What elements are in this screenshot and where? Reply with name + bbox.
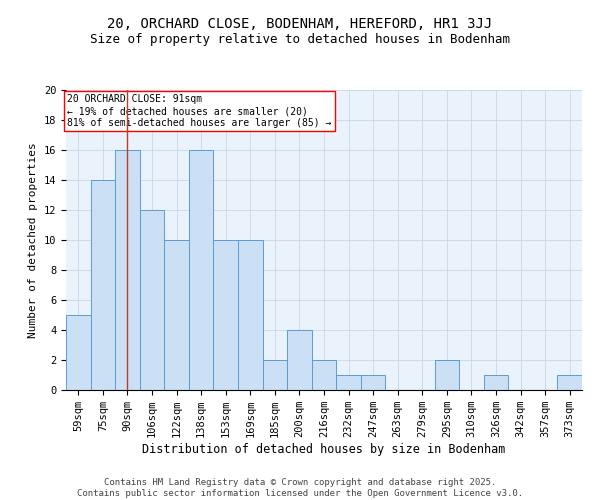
Bar xyxy=(361,375,385,390)
Bar xyxy=(263,360,287,390)
Text: 20 ORCHARD CLOSE: 91sqm
← 19% of detached houses are smaller (20)
81% of semi-de: 20 ORCHARD CLOSE: 91sqm ← 19% of detache… xyxy=(67,94,332,128)
Bar xyxy=(312,360,336,390)
Bar xyxy=(287,330,312,390)
Text: Contains HM Land Registry data © Crown copyright and database right 2025.
Contai: Contains HM Land Registry data © Crown c… xyxy=(77,478,523,498)
Bar xyxy=(91,180,115,390)
X-axis label: Distribution of detached houses by size in Bodenham: Distribution of detached houses by size … xyxy=(142,443,506,456)
Bar xyxy=(66,315,91,390)
Bar xyxy=(214,240,238,390)
Bar xyxy=(484,375,508,390)
Bar xyxy=(336,375,361,390)
Bar xyxy=(140,210,164,390)
Bar xyxy=(115,150,140,390)
Text: Size of property relative to detached houses in Bodenham: Size of property relative to detached ho… xyxy=(90,32,510,46)
Bar xyxy=(238,240,263,390)
Bar xyxy=(557,375,582,390)
Bar xyxy=(434,360,459,390)
Bar xyxy=(189,150,214,390)
Text: 20, ORCHARD CLOSE, BODENHAM, HEREFORD, HR1 3JJ: 20, ORCHARD CLOSE, BODENHAM, HEREFORD, H… xyxy=(107,18,493,32)
Y-axis label: Number of detached properties: Number of detached properties xyxy=(28,142,38,338)
Bar xyxy=(164,240,189,390)
